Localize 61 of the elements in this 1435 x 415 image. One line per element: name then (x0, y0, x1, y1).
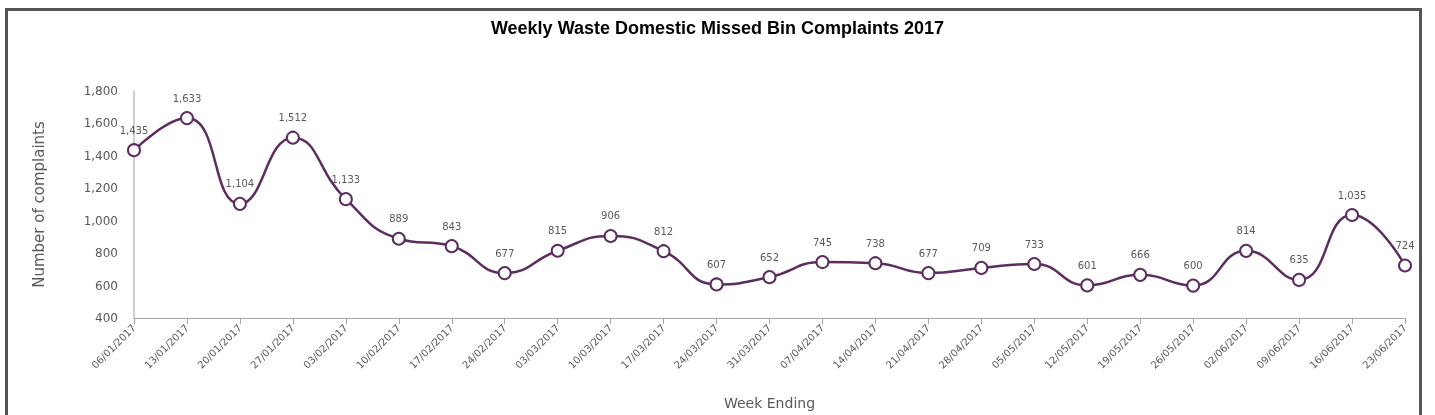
point (1027, 257, 1042, 271)
data-label: 601 (1077, 259, 1097, 271)
point (444, 239, 459, 254)
chart-title: Weekly Waste Domestic Missed Bin Complaints 2017 (490, 18, 945, 38)
data-label: 738 (865, 237, 885, 249)
data-label: 677 (918, 247, 938, 259)
data-label: 1,512 (278, 112, 308, 124)
data-label: 635 (1289, 254, 1309, 266)
point (709, 277, 724, 292)
y-tick-label: 800 (95, 246, 118, 261)
point (1398, 258, 1412, 273)
point (285, 130, 300, 145)
data-label: 724 (1395, 239, 1415, 251)
data-label: 812 (654, 225, 674, 237)
data-label: 709 (971, 242, 991, 254)
point (656, 244, 671, 259)
y-tick-label: 1,400 (83, 148, 118, 163)
data-label: 815 (548, 225, 568, 237)
data-label: 889 (389, 213, 409, 225)
point (921, 266, 936, 281)
point (338, 192, 353, 207)
point (1186, 278, 1201, 293)
y-tick-label: 400 (95, 311, 118, 325)
point (1345, 208, 1360, 223)
point (603, 228, 618, 243)
point (1133, 267, 1148, 282)
data-label: 600 (1183, 260, 1203, 272)
point (1292, 272, 1307, 287)
point (1080, 278, 1095, 293)
point (232, 196, 247, 211)
y-axis-title: Number of complaints (29, 121, 48, 288)
data-label: 1,133 (331, 173, 361, 185)
data-label: 814 (1236, 225, 1256, 237)
y-tick-label: 600 (95, 278, 118, 293)
data-label: 666 (1130, 249, 1150, 261)
data-label: 677 (495, 247, 515, 259)
data-label: 652 (759, 251, 780, 263)
y-tick-label: 1,000 (83, 213, 118, 228)
data-label: 1,035 (1337, 189, 1367, 201)
data-label: 1,104 (225, 178, 255, 190)
y-tick-label: 1,600 (83, 116, 118, 131)
data-label: 1,435 (119, 124, 149, 136)
x-axis-title: Week Ending (723, 395, 816, 411)
y-tick-label: 1,800 (83, 84, 118, 98)
data-label: 906 (601, 210, 621, 222)
point (127, 143, 141, 158)
point (815, 255, 830, 270)
data-label: 1,633 (172, 92, 202, 104)
point (391, 231, 406, 246)
point (762, 270, 777, 285)
point (974, 260, 989, 275)
point (868, 256, 883, 271)
data-label: 607 (706, 258, 727, 270)
data-label: 843 (442, 220, 462, 232)
point (179, 111, 194, 126)
point (497, 266, 512, 281)
point (1239, 243, 1254, 258)
data-label: 745 (812, 236, 833, 248)
y-tick-label: 1,200 (83, 181, 118, 196)
data-label: 733 (1024, 238, 1044, 250)
point (550, 243, 565, 258)
